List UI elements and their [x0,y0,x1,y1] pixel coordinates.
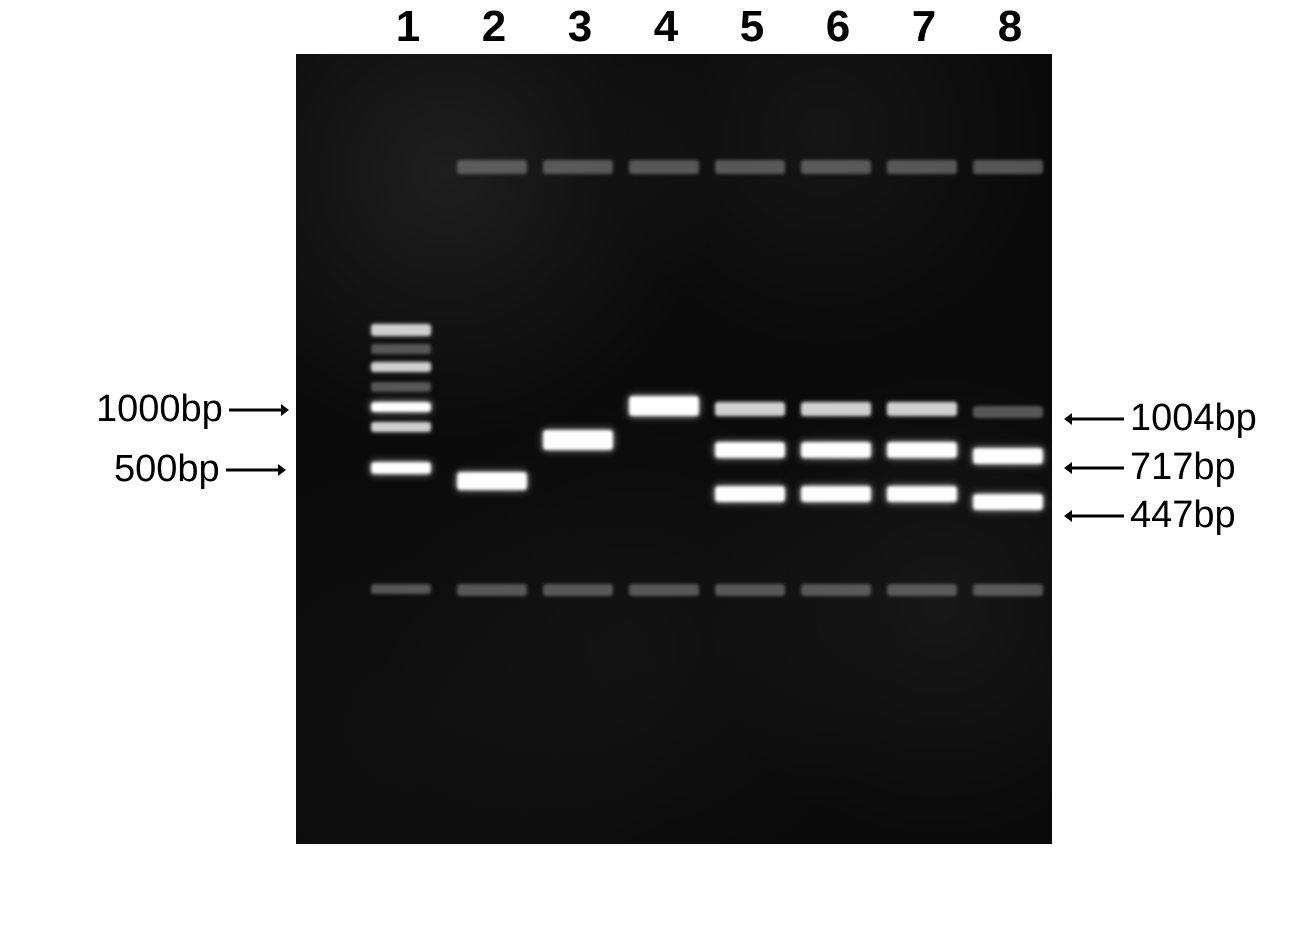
lane-labels-row: 1 2 3 4 5 6 7 8 [365,2,1053,52]
gel-band [371,324,431,336]
arrow-left-icon [1064,506,1124,526]
lane-label: 2 [451,2,537,52]
gel-band [629,584,699,596]
lane-label: 1 [365,2,451,52]
gel-band [371,362,431,372]
marker-label: 447bp [1130,494,1236,537]
marker-label: 1004bp [1130,397,1257,440]
lane-label: 8 [967,2,1053,52]
gel-band [801,486,871,502]
left-size-marker: 1000bp [96,388,289,431]
gel-band [457,472,527,490]
gel-band [543,160,613,174]
gel-figure: 1 2 3 4 5 6 7 8 1000bp 500bp 1004bp [0,0,1313,934]
gel-band [887,160,957,174]
gel-band [371,344,431,354]
lane-label: 4 [623,2,709,52]
gel-band [887,486,957,502]
gel-band [973,160,1043,174]
marker-label: 1000bp [96,388,223,431]
gel-image [296,54,1052,844]
gel-band [629,396,699,416]
gel-band [371,422,431,432]
gel-band [973,584,1043,596]
gel-band [715,160,785,174]
left-size-marker: 500bp [114,448,286,491]
gel-band [543,430,613,450]
gel-band [801,442,871,458]
marker-label: 717bp [1130,446,1236,489]
gel-band [715,402,785,416]
gel-band [629,160,699,174]
lane-label: 3 [537,2,623,52]
gel-band [715,486,785,502]
gel-band [801,160,871,174]
gel-band [973,406,1043,418]
lane-label: 7 [881,2,967,52]
gel-band [887,402,957,416]
right-size-marker: 717bp [1064,446,1236,489]
lane-label: 5 [709,2,795,52]
gel-band [371,382,431,392]
gel-band [887,442,957,458]
gel-band [715,442,785,458]
gel-band [457,160,527,174]
right-size-marker: 1004bp [1064,397,1257,440]
lane-label: 6 [795,2,881,52]
gel-band [543,584,613,596]
arrow-left-icon [1064,409,1124,429]
gel-band [801,402,871,416]
gel-band [371,462,431,474]
gel-band [973,448,1043,464]
gel-band [457,584,527,596]
marker-label: 500bp [114,448,220,491]
gel-band [887,584,957,596]
gel-band [801,584,871,596]
gel-band [371,402,431,412]
arrow-left-icon [1064,458,1124,478]
gel-band [371,584,431,594]
gel-band [715,584,785,596]
arrow-right-icon [229,400,289,420]
gel-band [973,494,1043,510]
right-size-marker: 447bp [1064,494,1236,537]
arrow-right-icon [226,460,286,480]
